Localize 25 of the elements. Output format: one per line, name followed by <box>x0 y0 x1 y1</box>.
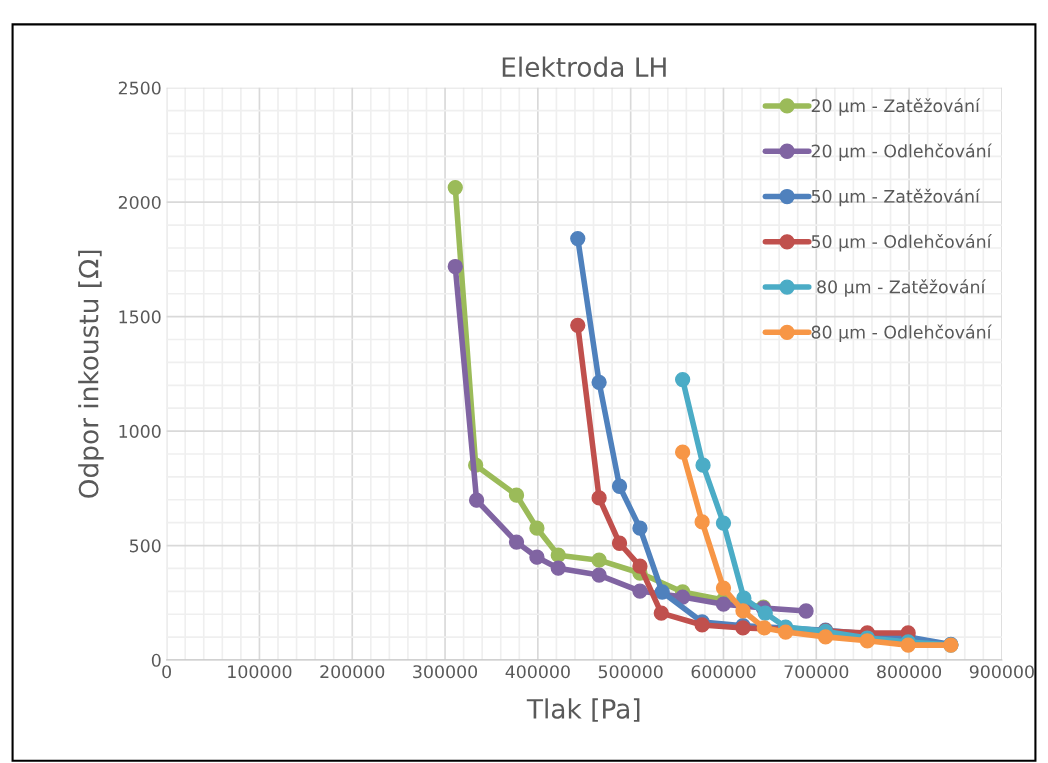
x-axis-title: Tlak [Pa] <box>526 698 640 722</box>
y-tick-label: 1500 <box>119 310 161 324</box>
chart-title: Elektroda LH <box>502 56 666 78</box>
x-tick-label: 900000 <box>969 665 1034 679</box>
x-tick-label: 800000 <box>877 665 942 679</box>
legend-label: 80 µm - Odlehčování <box>811 324 992 343</box>
x-tick-label: 700000 <box>784 665 849 679</box>
x-tick-label: 600000 <box>691 665 756 679</box>
legend-label: 80 µm - Zatěžování <box>817 279 986 297</box>
y-tick-label: 1000 <box>119 424 161 438</box>
x-tick-label: 300000 <box>413 665 478 679</box>
legend-label: 20 µm - Odlehčování <box>811 143 992 161</box>
legend-label: 50 µm - Zatěžování <box>811 188 981 207</box>
x-tick-label: 200000 <box>320 665 385 679</box>
y-tick-label: 0 <box>151 653 161 667</box>
x-tick-label: 400000 <box>505 665 570 679</box>
y-tick-label: 2500 <box>118 81 161 95</box>
x-tick-label: 100000 <box>228 665 292 679</box>
x-tick-label: 0 <box>162 665 171 679</box>
legend-label: 50 µm - Odlehčování <box>811 233 992 252</box>
y-tick-label: 500 <box>129 539 161 553</box>
legend-label: 20 µm - Zatěžování <box>811 98 981 116</box>
y-tick-label: 2000 <box>118 195 161 210</box>
x-tick-label: 500000 <box>598 665 663 679</box>
y-axis-title: Odpor inkoustu [Ω] <box>78 250 104 498</box>
